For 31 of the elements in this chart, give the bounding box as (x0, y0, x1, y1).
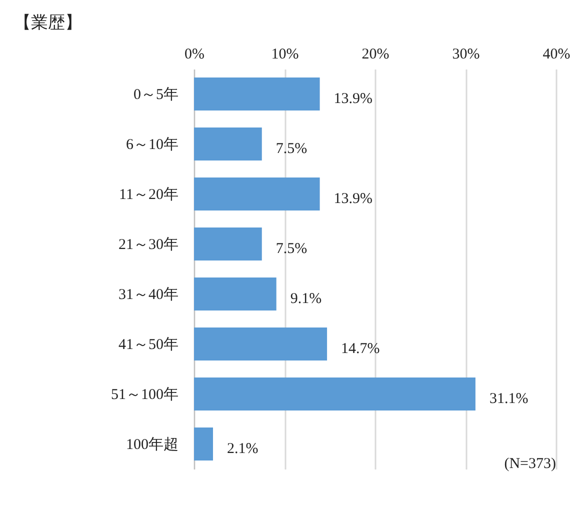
y-tick-label: 21～30年 (118, 236, 178, 253)
data-label: 14.7% (341, 341, 380, 357)
bar (194, 78, 320, 110)
y-tick-label: 51～100年 (111, 386, 178, 403)
y-tick-label: 100年超 (126, 436, 178, 453)
bar (194, 328, 328, 360)
annotation: (N=373) (504, 456, 556, 472)
y-tick-label: 6～10年 (126, 136, 178, 153)
x-tick-label: 30% (452, 46, 480, 62)
y-tick-label: 11～20年 (119, 186, 178, 203)
data-label: 7.5% (276, 141, 308, 157)
x-tick-label: 10% (271, 46, 299, 62)
bar (194, 378, 476, 410)
bar (194, 428, 214, 460)
y-tick-label: 41～50年 (118, 336, 178, 353)
text: 【業歴】 (14, 13, 82, 33)
x-tick-label: 40% (542, 46, 570, 62)
bar (194, 178, 320, 210)
bar (194, 228, 262, 260)
data-label: 7.5% (276, 241, 308, 257)
y-tick-label: 0～5年 (134, 86, 178, 103)
data-label: 9.1% (290, 291, 322, 307)
bar (194, 278, 276, 310)
data-label: 13.9% (334, 191, 373, 207)
x-tick-label: 20% (362, 46, 390, 62)
data-label: 2.1% (227, 441, 258, 457)
y-tick-label: 31～40年 (118, 286, 178, 303)
x-tick-label: 0% (184, 46, 204, 62)
data-label: 13.9% (334, 91, 373, 107)
bar (194, 128, 262, 160)
data-label: 31.1% (489, 391, 528, 407)
